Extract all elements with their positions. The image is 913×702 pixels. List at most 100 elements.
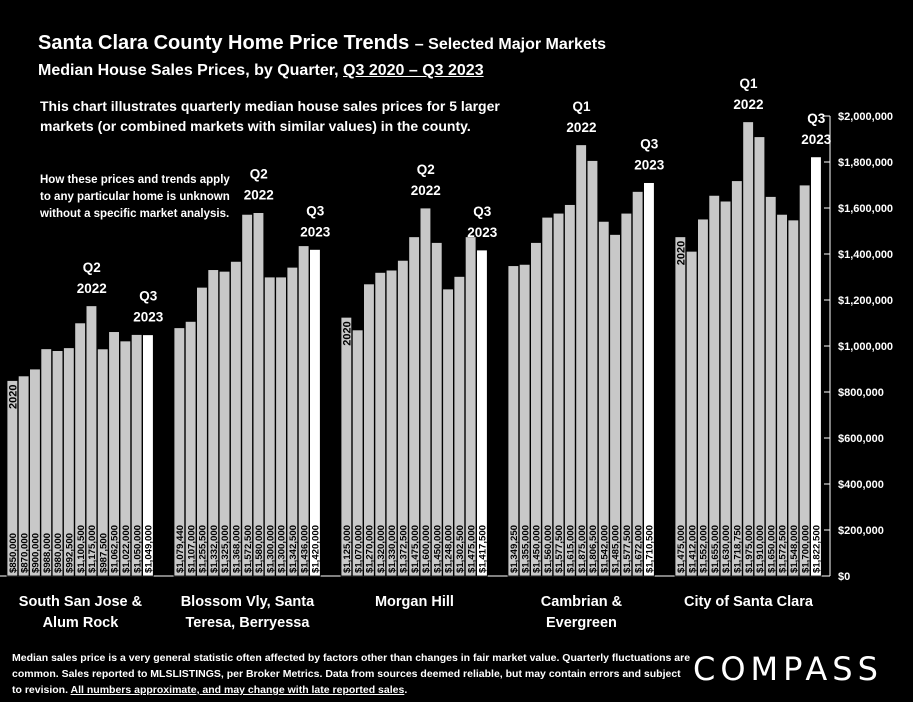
bar-value-label: $1,372,500 <box>398 525 409 573</box>
bar <box>464 236 477 577</box>
bar-value-label: $1,320,000 <box>376 525 387 573</box>
bar <box>184 320 197 577</box>
bar-annotation: 2022 <box>733 97 763 112</box>
bar <box>586 160 599 577</box>
bar <box>685 250 698 577</box>
bar-value-label: $1,325,000 <box>220 525 231 573</box>
footer-underlined: All numbers approximate, and may change … <box>70 684 405 696</box>
bar-value-label: $1,875,000 <box>577 525 588 573</box>
bar-value-label: $1,436,000 <box>299 525 310 573</box>
bar <box>374 271 386 577</box>
bar-value-label: $1,412,000 <box>687 525 698 573</box>
bar-value-label: $1,475,000 <box>466 525 477 573</box>
bar <box>787 219 800 577</box>
bar <box>541 216 554 577</box>
bar <box>85 305 98 577</box>
bar-value-label: $1,248,000 <box>444 525 455 573</box>
bar <box>275 276 287 577</box>
bar <box>252 212 265 577</box>
bar-value-label: $1,100,500 <box>76 525 87 573</box>
subtitle-range: Q3 2020 – Q3 2023 <box>343 62 484 79</box>
bar-value-label: $1,548,000 <box>789 525 800 573</box>
bar-value-label: $1,417,500 <box>478 525 489 573</box>
bar <box>207 269 219 577</box>
bar-value-label: $1,577,500 <box>622 525 633 573</box>
bar-value-label: $1,700,000 <box>800 525 811 573</box>
footer-disclaimer: Median sales price is a very general sta… <box>12 650 692 698</box>
bar-value-label: $1,330,000 <box>387 525 398 573</box>
bar-value-label: $1,125,000 <box>342 525 353 573</box>
bar <box>408 236 420 577</box>
group-label: South San Jose & <box>19 594 143 610</box>
bar <box>708 194 721 577</box>
bar-value-label: $1,349,250 <box>509 525 520 573</box>
bar <box>97 348 109 577</box>
bar-value-label: $987,500 <box>98 533 109 573</box>
y-tick-label: $800,000 <box>838 387 884 399</box>
bar-value-label: $1,355,000 <box>520 525 531 573</box>
bar <box>530 242 542 577</box>
bar <box>776 213 788 577</box>
bar <box>363 283 375 577</box>
bar <box>29 368 41 577</box>
group-label: City of Santa Clara <box>684 594 814 610</box>
bar-annotation: Q1 <box>572 99 591 114</box>
bar <box>631 191 644 577</box>
y-tick-label: $1,000,000 <box>838 341 893 353</box>
bar <box>173 327 186 577</box>
bar <box>719 200 732 577</box>
y-tick-label: $2,000,000 <box>838 111 893 123</box>
bar-annotation: Q3 <box>807 111 826 126</box>
bar-value-label: $1,107,000 <box>186 525 197 573</box>
bar <box>263 276 276 577</box>
bar <box>309 248 321 577</box>
bar-annotation: Q1 <box>739 76 758 91</box>
bar-value-label: $1,022,000 <box>121 525 132 573</box>
bar <box>476 249 488 577</box>
bar <box>196 286 208 577</box>
bar <box>442 288 454 577</box>
bar-value-label: $1,572,500 <box>243 525 254 573</box>
bar-value-label: $1,302,500 <box>455 525 466 573</box>
bar-annotation: Q3 <box>640 137 659 152</box>
bar-value-label: $850,000 <box>8 533 19 573</box>
year-label: 2020 <box>7 385 19 409</box>
bar-value-label: $1,062,500 <box>110 525 121 573</box>
bar <box>575 144 587 577</box>
bar-value-label: $1,560,000 <box>543 525 554 573</box>
bar <box>742 121 754 577</box>
bar-value-label: $1,175,000 <box>87 525 98 573</box>
bar-annotation: 2022 <box>244 188 274 203</box>
bar <box>453 276 466 577</box>
bar-value-label: $1,070,000 <box>353 525 364 573</box>
bar <box>765 196 777 577</box>
bar <box>419 207 432 577</box>
bar-value-label: $1,049,000 <box>144 525 155 573</box>
bar <box>108 331 120 577</box>
bar <box>17 375 30 577</box>
bar-value-label: $1,450,000 <box>532 525 543 573</box>
bar-value-label: $1,630,000 <box>721 525 732 573</box>
bar-value-label: $1,485,000 <box>611 525 622 573</box>
bar-value-label: $1,079,440 <box>175 525 186 573</box>
bar-value-label: $1,615,000 <box>565 525 576 573</box>
bar-annotation: Q2 <box>417 162 435 177</box>
group-label: Morgan Hill <box>375 594 454 610</box>
bar-value-label: $1,600,000 <box>421 525 432 573</box>
bar <box>731 180 743 577</box>
bar-value-label: $1,368,000 <box>231 525 242 573</box>
bar-value-label: $1,255,500 <box>198 525 209 573</box>
bar <box>119 340 132 577</box>
bar-value-label: $1,577,500 <box>554 525 565 573</box>
bar-value-label: $1,050,000 <box>132 525 143 573</box>
bar <box>40 348 53 577</box>
bar <box>552 212 565 577</box>
bar <box>385 269 398 577</box>
bar <box>74 322 86 577</box>
bar-value-label: $1,975,000 <box>744 525 755 573</box>
bar-value-label: $1,710,500 <box>645 525 656 573</box>
bar <box>297 245 310 577</box>
bar-value-label: $1,806,500 <box>588 525 599 573</box>
bar <box>518 263 531 577</box>
